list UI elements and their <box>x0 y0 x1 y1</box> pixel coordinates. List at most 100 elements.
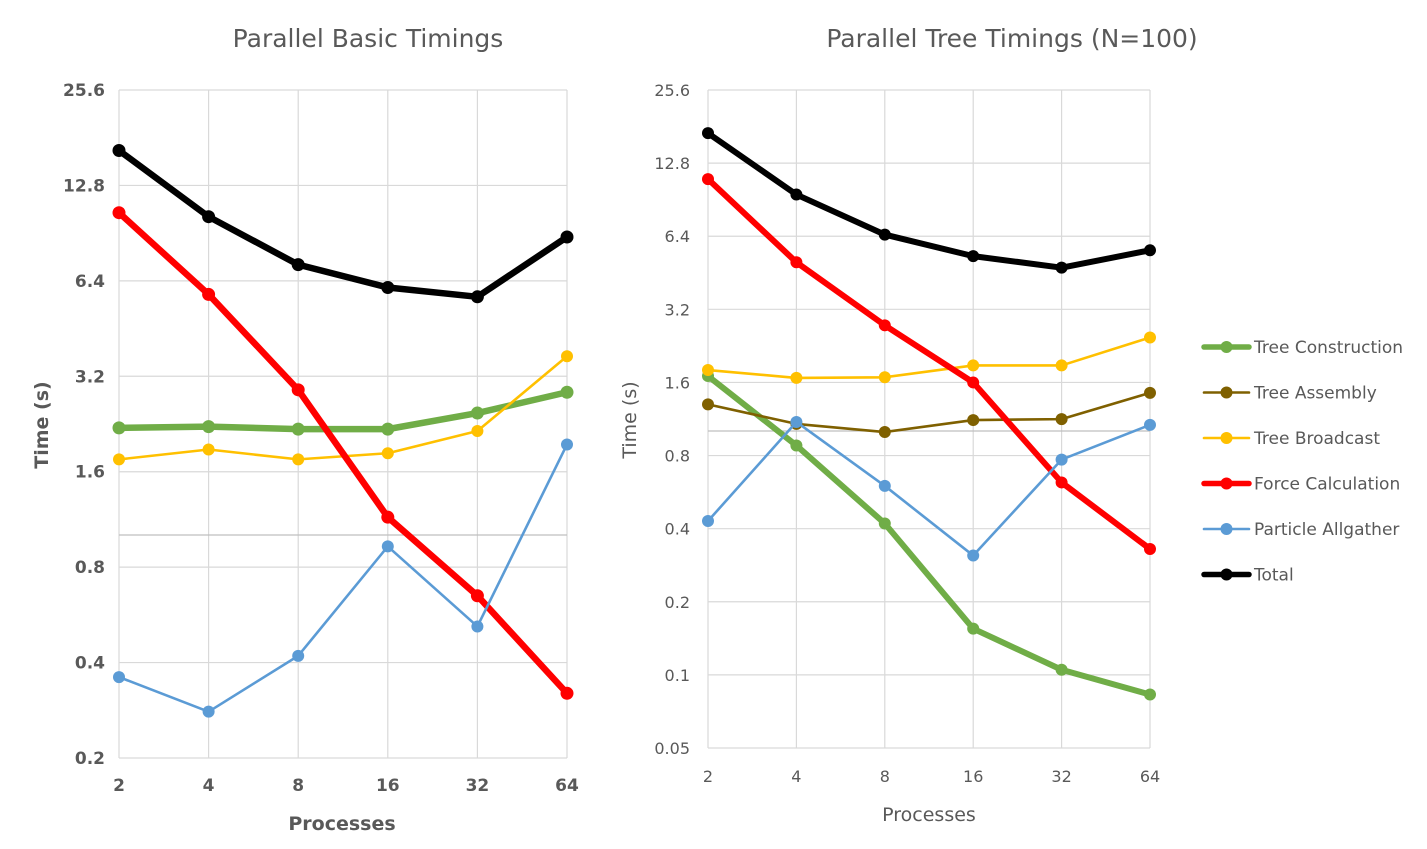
series-tree-construction <box>702 370 1156 701</box>
data-point <box>470 589 484 603</box>
data-point <box>381 540 394 553</box>
y-axis-title: Time (s) <box>619 381 641 459</box>
series-line <box>705 130 1153 271</box>
legend-swatch-marker <box>1220 386 1233 399</box>
data-point <box>112 206 126 220</box>
legend-label: Tree Broadcast <box>1253 429 1380 449</box>
y-tick-label: 0.4 <box>665 520 690 539</box>
data-point <box>560 385 574 399</box>
x-tick-labels: 2 4 8 16 32 64 <box>113 776 579 796</box>
data-point <box>967 622 980 635</box>
legend-item-particle-allgather: Particle Allgather <box>1202 520 1399 540</box>
y-tick-label: 25.6 <box>654 81 690 100</box>
y-tick-label: 0.4 <box>75 654 105 674</box>
legend-label: Force Calculation <box>1254 475 1400 495</box>
y-tick-label: 0.2 <box>75 749 105 769</box>
data-point <box>292 649 305 662</box>
y-tick-label: 25.6 <box>63 81 105 101</box>
series-total <box>702 127 1156 274</box>
series-line <box>706 336 1152 380</box>
chart-title: Parallel Basic Timings <box>233 24 504 53</box>
legend-item-force-calculation: Force Calculation <box>1201 475 1400 495</box>
data-point <box>471 425 484 438</box>
legend-swatch-marker <box>1220 477 1233 490</box>
data-point <box>702 127 714 140</box>
series-tree-broadcast <box>702 331 1156 384</box>
legend-item-tree-construction: Tree Construction <box>1201 338 1403 358</box>
series-line <box>705 176 1153 552</box>
x-tick-label: 64 <box>555 776 579 796</box>
data-point <box>381 510 395 524</box>
y-tick-label: 6.4 <box>665 227 690 246</box>
data-point <box>291 383 305 397</box>
data-point <box>1144 418 1156 431</box>
data-point <box>112 421 126 435</box>
data-point <box>878 319 891 332</box>
series-lines <box>112 143 574 718</box>
x-tick-label: 16 <box>376 776 400 796</box>
series-line <box>115 147 571 301</box>
chart-tree-timings: Parallel Tree Timings (N=100) 0.05 0.1 0.2… <box>619 24 1198 826</box>
data-point <box>292 453 305 466</box>
series-tree-construction <box>112 385 574 436</box>
y-axis-title: Time (s) <box>31 381 53 468</box>
data-point <box>790 256 803 269</box>
x-tick-label: 32 <box>1051 767 1071 786</box>
data-point <box>112 143 126 157</box>
series-line <box>706 420 1152 557</box>
legend-label: Total <box>1253 566 1294 586</box>
data-point <box>1144 688 1156 701</box>
series-particle-allgather <box>702 415 1156 562</box>
data-point <box>471 620 484 633</box>
data-point <box>291 422 305 436</box>
series-line <box>117 443 569 713</box>
data-point <box>470 290 484 304</box>
data-point <box>702 515 714 528</box>
series-force-calculation <box>702 173 1156 555</box>
legend-item-total: Total <box>1201 566 1294 586</box>
data-point <box>790 415 803 428</box>
chart-title: Parallel Tree Timings (N=100) <box>826 24 1197 53</box>
data-point <box>113 671 125 684</box>
legend-swatch-marker <box>1220 341 1233 353</box>
data-point <box>1055 359 1068 372</box>
data-point <box>1055 261 1068 274</box>
y-tick-labels: 0.05 0.1 0.2 0.4 0.8 1.6 3.2 6.4 12.8 25.6 <box>654 81 690 758</box>
data-point <box>1144 386 1156 399</box>
series-line <box>115 388 571 433</box>
x-tick-labels: 2 4 8 16 32 64 <box>703 767 1160 786</box>
y-tick-label: 3.2 <box>75 367 105 387</box>
data-point <box>381 447 394 460</box>
y-tick-label: 12.8 <box>63 176 105 196</box>
legend-swatch-marker <box>1220 523 1233 535</box>
y-tick-labels: 0.2 0.4 0.8 1.6 3.2 6.4 12.8 25.6 <box>63 81 105 769</box>
legend-label: Tree Assembly <box>1253 384 1377 404</box>
y-tick-label: 0.2 <box>665 593 690 612</box>
data-point <box>1055 663 1068 676</box>
data-point <box>790 188 803 201</box>
data-point <box>561 438 573 451</box>
y-tick-label: 12.8 <box>654 154 690 173</box>
y-tick-label: 3.2 <box>665 300 690 319</box>
series-total <box>112 143 574 304</box>
data-point <box>1055 453 1068 466</box>
data-point <box>1144 542 1156 555</box>
legend-swatch-marker <box>1220 432 1233 444</box>
data-point <box>202 210 216 224</box>
data-point <box>470 406 484 420</box>
x-tick-label: 16 <box>963 767 983 786</box>
x-tick-label: 8 <box>292 776 304 796</box>
x-axis-title: Processes <box>288 813 395 835</box>
legend-label: Particle Allgather <box>1254 520 1399 540</box>
data-point <box>113 453 125 466</box>
y-tick-label: 0.1 <box>665 666 690 685</box>
data-point <box>381 422 395 436</box>
x-tick-label: 4 <box>203 776 215 796</box>
data-point <box>1055 413 1068 426</box>
y-tick-label: 6.4 <box>75 272 105 292</box>
data-point <box>202 287 216 301</box>
x-tick-label: 4 <box>791 767 801 786</box>
data-point <box>560 686 574 700</box>
data-point <box>381 280 395 294</box>
legend-item-tree-broadcast: Tree Broadcast <box>1202 429 1380 449</box>
